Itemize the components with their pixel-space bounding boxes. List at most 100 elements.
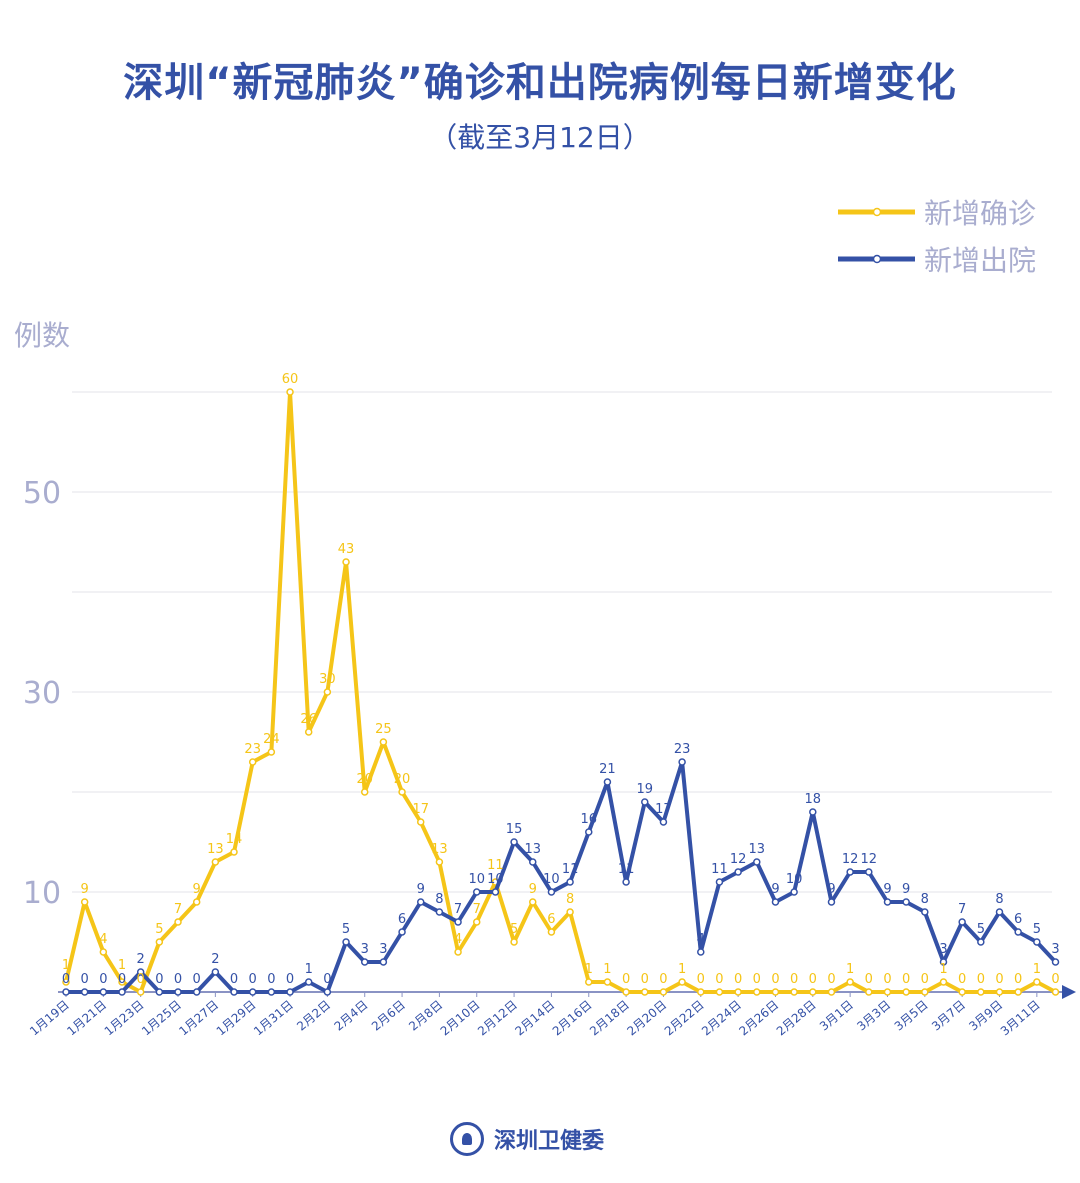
data-point <box>865 868 873 876</box>
data-label: 23 <box>244 742 261 757</box>
data-point <box>734 988 742 996</box>
data-point <box>753 988 761 996</box>
data-point <box>99 988 108 996</box>
data-point <box>809 988 817 996</box>
data-point <box>379 738 388 746</box>
data-point <box>958 988 966 996</box>
data-label: 0 <box>62 972 70 987</box>
data-label: 1 <box>62 958 70 973</box>
data-point <box>995 988 1004 996</box>
data-label: 0 <box>753 972 761 987</box>
data-label: 30 <box>319 672 336 687</box>
data-label: 14 <box>226 832 243 847</box>
data-point <box>267 988 276 996</box>
data-label: 0 <box>267 972 275 987</box>
x-tick-label: 1月27日 <box>176 998 221 1039</box>
data-point <box>136 968 145 976</box>
data-label: 13 <box>207 842 224 857</box>
data-label: 9 <box>193 882 201 897</box>
data-point <box>342 558 350 566</box>
legend-marker <box>872 207 882 217</box>
data-point <box>323 688 332 696</box>
data-point <box>491 888 500 896</box>
data-label: 26 <box>300 712 317 727</box>
x-tick-label: 1月23日 <box>102 998 147 1039</box>
data-point <box>510 838 518 846</box>
x-tick-label: 2月16日 <box>550 998 595 1039</box>
data-label: 4 <box>697 932 705 947</box>
data-label: 0 <box>155 972 163 987</box>
x-axis-arrow-icon <box>1062 985 1076 999</box>
data-point <box>622 988 630 996</box>
data-label: 0 <box>286 972 294 987</box>
data-label: 0 <box>865 972 873 987</box>
y-tick-label: 50 <box>23 476 61 511</box>
data-label: 6 <box>1014 912 1022 927</box>
data-point <box>379 958 388 966</box>
data-label: 0 <box>622 972 630 987</box>
data-label: 0 <box>99 972 107 987</box>
data-label: 25 <box>375 722 392 737</box>
data-point <box>174 918 182 926</box>
data-point <box>753 858 761 866</box>
data-label: 10 <box>786 872 803 887</box>
data-label: 11 <box>562 862 579 877</box>
data-point <box>416 898 425 906</box>
data-point <box>435 908 444 916</box>
x-tick-label: 1月29日 <box>214 998 259 1039</box>
data-point <box>136 988 145 996</box>
data-point <box>939 958 948 966</box>
x-tick-label: 2月6日 <box>369 998 408 1034</box>
data-label: 23 <box>674 742 691 757</box>
data-point <box>715 878 724 886</box>
data-point <box>678 758 686 766</box>
x-tick-label: 2月26日 <box>736 998 781 1039</box>
data-point <box>883 898 892 906</box>
data-point <box>641 798 649 806</box>
x-tick-label: 2月2日 <box>294 998 333 1034</box>
data-point <box>304 978 313 986</box>
data-point <box>211 858 220 866</box>
data-label: 0 <box>193 972 201 987</box>
data-label: 43 <box>338 542 355 557</box>
data-label: 5 <box>342 922 350 937</box>
data-label: 1 <box>603 962 611 977</box>
data-point <box>80 898 89 906</box>
data-point <box>809 808 817 816</box>
data-point <box>454 918 462 926</box>
data-label: 0 <box>827 972 835 987</box>
x-tick-label: 3月1日 <box>817 998 856 1034</box>
data-label: 1 <box>846 962 854 977</box>
y-tick-label: 30 <box>23 676 61 711</box>
x-tick-label: 2月4日 <box>332 998 371 1034</box>
data-label: 0 <box>641 972 649 987</box>
data-label: 0 <box>697 972 705 987</box>
data-point <box>398 788 406 796</box>
data-point <box>416 818 425 826</box>
data-point <box>304 728 313 736</box>
data-point <box>902 988 910 996</box>
data-label: 0 <box>81 972 89 987</box>
x-tick-label: 2月28日 <box>774 998 819 1039</box>
data-point <box>547 928 556 936</box>
data-point <box>734 868 742 876</box>
data-label: 9 <box>771 882 779 897</box>
data-label: 3 <box>379 942 387 957</box>
data-point <box>883 988 892 996</box>
data-label: 60 <box>282 372 299 387</box>
data-point <box>678 978 686 986</box>
data-label: 11 <box>711 862 728 877</box>
data-label: 5 <box>510 922 518 937</box>
data-label: 1 <box>585 962 593 977</box>
data-point <box>921 908 929 916</box>
data-point <box>192 988 201 996</box>
data-point <box>118 978 126 986</box>
data-label: 5 <box>155 922 163 937</box>
legend-label: 新增出院 <box>924 244 1036 277</box>
data-point <box>603 978 612 986</box>
data-label: 2 <box>137 952 145 967</box>
data-label: 10 <box>468 872 485 887</box>
data-label: 0 <box>1051 972 1059 987</box>
footer: 深圳卫健委 <box>450 1122 604 1156</box>
data-point <box>248 758 257 766</box>
